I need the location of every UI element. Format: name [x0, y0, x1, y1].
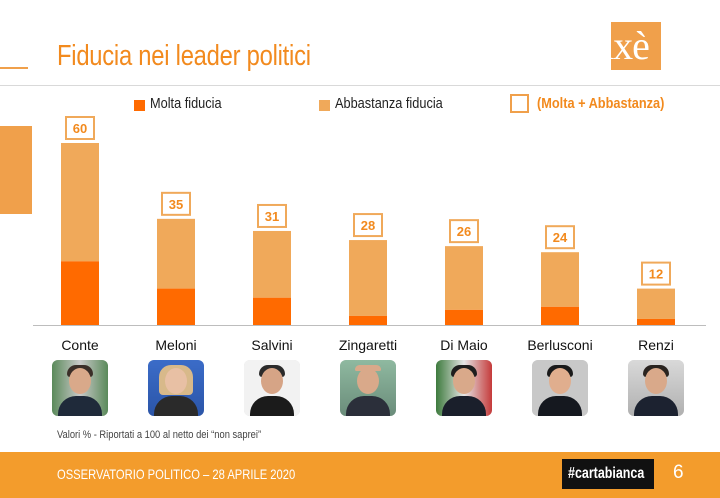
brand-badge: [562, 459, 654, 489]
page-title: Fiducia nei leader politici: [57, 40, 311, 72]
renzi-photo-icon: [628, 360, 684, 416]
bar-abbastanza-salvini: [253, 230, 291, 298]
logo-background: [611, 22, 661, 70]
total-label-salvini: 31: [265, 209, 279, 224]
bar-molta-renzi: [637, 318, 675, 325]
legend-label-total: (Molta + Abbastanza): [537, 95, 665, 112]
bar-abbastanza-berlusconi: [541, 252, 579, 307]
total-box-zingaretti: [353, 213, 383, 238]
left-accent-block: [0, 126, 32, 214]
category-label-salvini: Salvini: [251, 337, 292, 353]
legend-label-abbastanza: Abbastanza fiducia: [335, 95, 443, 112]
bar-molta-conte: [61, 261, 99, 325]
bar-abbastanza-conte: [61, 143, 99, 262]
total-label-renzi: 12: [649, 267, 663, 282]
total-box-meloni: [161, 191, 191, 216]
category-label-berlusconi: Berlusconi: [527, 337, 592, 353]
header-divider: [0, 85, 720, 86]
legend-swatch-abbastanza: [319, 100, 330, 111]
category-label-renzi: Renzi: [638, 337, 674, 353]
category-label-conte: Conte: [61, 337, 99, 353]
total-label-di-maio: 26: [457, 224, 471, 239]
left-accent-rule: [0, 67, 28, 69]
total-box-berlusconi: [545, 225, 575, 250]
total-label-zingaretti: 28: [361, 218, 375, 233]
category-label-di-maio: Di Maio: [440, 337, 488, 353]
bar-molta-zingaretti: [349, 315, 387, 325]
logo-text: ixè: [603, 23, 650, 68]
berlusconi-photo-icon: [532, 360, 588, 416]
bar-abbastanza-di-maio: [445, 246, 483, 310]
legend-swatch-total: [510, 94, 529, 113]
legend-swatch-molta: [134, 100, 145, 111]
bar-chart: 60 Conte 35 Meloni 31 Salvini 28 Zingaretti 26 Di…: [33, 116, 706, 353]
bar-abbastanza-meloni: [157, 218, 195, 289]
total-box-conte: [65, 116, 95, 140]
bar-molta-berlusconi: [541, 306, 579, 325]
zingaretti-photo-icon: [340, 360, 396, 416]
category-label-meloni: Meloni: [155, 337, 196, 353]
total-label-berlusconi: 24: [553, 230, 568, 245]
bar-molta-salvini: [253, 297, 291, 325]
conte-photo-icon: [52, 360, 108, 416]
total-box-di-maio: [449, 219, 479, 244]
footnote: Valori % - Riportati a 100 al netto dei …: [57, 429, 262, 441]
meloni-photo-icon: [148, 360, 204, 416]
bar-molta-meloni: [157, 288, 195, 325]
legend-label-molta: Molta fiducia: [150, 95, 222, 112]
page-number: 6: [673, 462, 684, 483]
brand-text: #cartabianca: [568, 465, 645, 482]
salvini-photo-icon: [244, 360, 300, 416]
ixe-logo: ixè: [603, 22, 665, 72]
total-box-renzi: [641, 261, 671, 286]
footer-text: OSSERVATORIO POLITICO – 28 APRILE 2020: [57, 466, 296, 482]
total-label-conte: 60: [73, 121, 87, 136]
category-label-zingaretti: Zingaretti: [339, 337, 397, 353]
total-box-salvini: [257, 203, 287, 228]
total-label-meloni: 35: [169, 197, 183, 212]
di-maio-photo-icon: [436, 360, 492, 416]
bar-abbastanza-zingaretti: [349, 240, 387, 316]
bar-molta-di-maio: [445, 309, 483, 325]
bar-abbastanza-renzi: [637, 288, 675, 319]
